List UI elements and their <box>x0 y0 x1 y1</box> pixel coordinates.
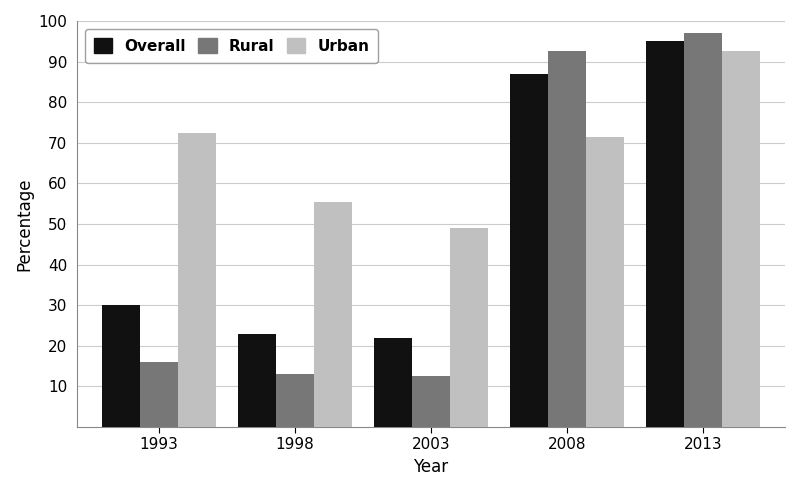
Bar <box>314 202 352 427</box>
Bar <box>276 374 314 427</box>
Bar <box>178 133 216 427</box>
Bar <box>586 136 624 427</box>
Bar <box>684 33 722 427</box>
Y-axis label: Percentage: Percentage <box>15 177 33 271</box>
Bar <box>450 228 488 427</box>
Bar <box>548 52 586 427</box>
Bar <box>238 334 276 427</box>
Bar <box>140 362 178 427</box>
Legend: Overall, Rural, Urban: Overall, Rural, Urban <box>85 28 378 63</box>
Bar <box>412 376 450 427</box>
Bar <box>510 74 548 427</box>
Bar <box>722 52 761 427</box>
Bar <box>646 41 684 427</box>
Bar <box>102 305 140 427</box>
Bar <box>374 338 412 427</box>
X-axis label: Year: Year <box>414 458 449 476</box>
